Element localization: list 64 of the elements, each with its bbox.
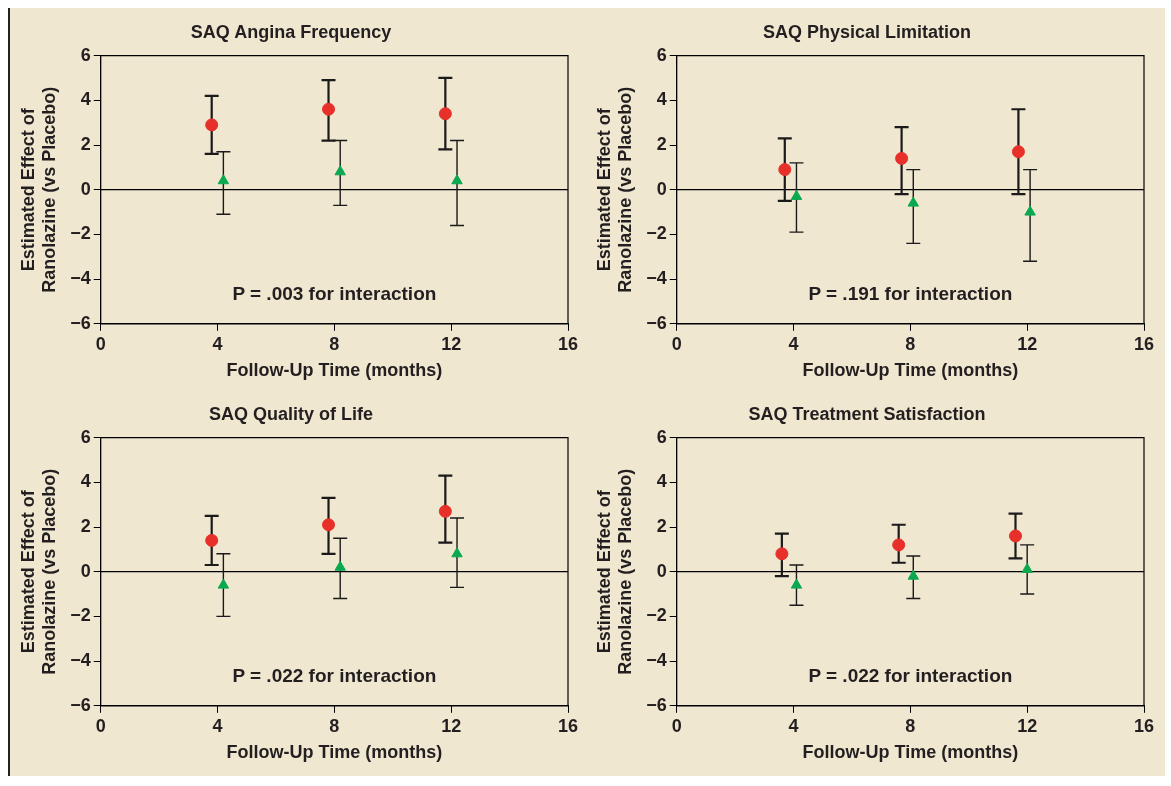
y-axis-title: Estimated Effect of Ranolazine (vs Placebo) <box>593 468 636 675</box>
y-tick-label: −6 <box>70 694 91 715</box>
y-tick-label: 0 <box>656 178 667 199</box>
x-tick-label: 12 <box>441 333 462 354</box>
annotation: P = .191 for interaction <box>808 282 1013 304</box>
y-tick-label: 2 <box>656 515 667 536</box>
y-tick-label: 0 <box>80 560 91 581</box>
y-tick-label: −6 <box>646 312 667 333</box>
x-tick-label: 0 <box>95 333 106 354</box>
y-tick-label: −2 <box>646 605 667 626</box>
y-tick-label: 4 <box>80 89 91 110</box>
y-tick-label: −4 <box>646 268 667 289</box>
chart-title: SAQ Treatment Satisfaction <box>748 403 986 424</box>
y-tick-label: 0 <box>80 178 91 199</box>
y-tick-label: 6 <box>656 44 667 65</box>
x-tick-label: 0 <box>671 715 682 736</box>
x-axis-title: Follow-Up Time (months) <box>226 742 443 763</box>
y-axis-title: Estimated Effect of Ranolazine (vs Placebo) <box>17 86 60 293</box>
x-tick-label: 8 <box>905 715 916 736</box>
x-tick-label: 8 <box>329 333 340 354</box>
y-tick-label: −6 <box>646 694 667 715</box>
x-tick-label: 12 <box>441 715 462 736</box>
annotation: P = .022 for interaction <box>808 664 1013 686</box>
x-tick-label: 16 <box>557 333 579 354</box>
y-tick-label: 6 <box>80 44 91 65</box>
x-axis-title: Follow-Up Time (months) <box>226 360 443 381</box>
y-tick-label: 2 <box>656 133 667 154</box>
x-tick-label: 0 <box>671 333 682 354</box>
x-tick-label: 4 <box>212 715 223 736</box>
x-axis-title: Follow-Up Time (months) <box>802 360 1019 381</box>
x-axis-title: Follow-Up Time (months) <box>802 742 1019 763</box>
y-tick-label: −2 <box>646 223 667 244</box>
x-tick-label: 16 <box>1133 333 1155 354</box>
y-tick-label: 6 <box>80 426 91 447</box>
x-tick-label: 16 <box>557 715 579 736</box>
y-tick-label: −6 <box>70 312 91 333</box>
annotation: P = .022 for interaction <box>232 664 437 686</box>
y-tick-label: −4 <box>70 650 91 671</box>
y-tick-label: −4 <box>646 650 667 671</box>
y-axis-title: Estimated Effect of Ranolazine (vs Placebo) <box>593 86 636 293</box>
y-tick-label: 4 <box>80 471 91 492</box>
y-tick-label: 2 <box>80 515 91 536</box>
y-tick-label: 0 <box>656 560 667 581</box>
x-tick-label: 4 <box>788 333 799 354</box>
x-tick-label: 16 <box>1133 715 1155 736</box>
x-tick-label: 12 <box>1017 333 1038 354</box>
chart-title: SAQ Angina Frequency <box>190 21 392 42</box>
y-tick-label: 4 <box>656 471 667 492</box>
x-tick-label: 4 <box>212 333 223 354</box>
y-tick-label: 4 <box>656 89 667 110</box>
y-tick-label: −4 <box>70 268 91 289</box>
y-tick-label: −2 <box>70 223 91 244</box>
chart-title: SAQ Quality of Life <box>208 403 374 424</box>
annotation: P = .003 for interaction <box>232 282 437 304</box>
chart-title: SAQ Physical Limitation <box>762 21 972 42</box>
y-tick-label: 2 <box>80 133 91 154</box>
y-tick-label: −2 <box>70 605 91 626</box>
x-tick-label: 8 <box>905 333 916 354</box>
x-tick-label: 12 <box>1017 715 1038 736</box>
y-tick-label: 6 <box>656 426 667 447</box>
x-tick-label: 4 <box>788 715 799 736</box>
x-tick-label: 0 <box>95 715 106 736</box>
y-axis-title: Estimated Effect of Ranolazine (vs Placebo) <box>17 468 60 675</box>
x-tick-label: 8 <box>329 715 340 736</box>
